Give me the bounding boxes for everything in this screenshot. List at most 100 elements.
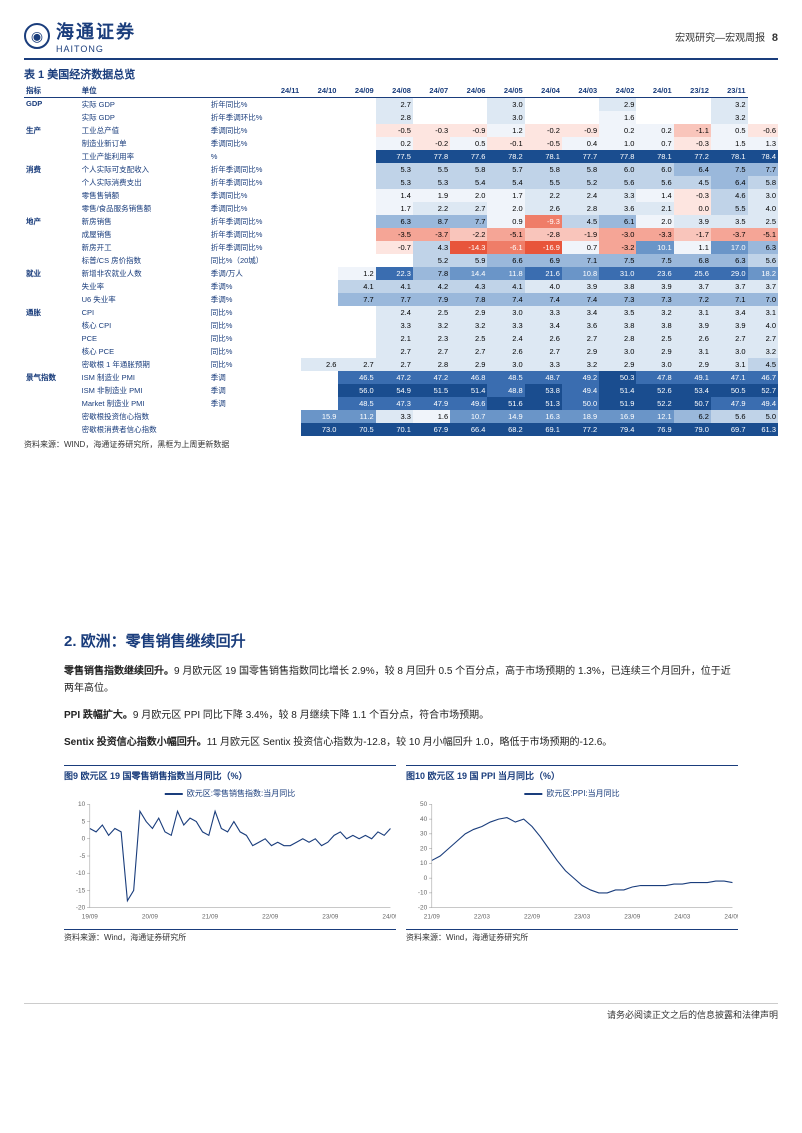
value-cell: 2.6 xyxy=(525,202,562,215)
value-cell xyxy=(338,176,375,189)
value-cell: 46.8 xyxy=(450,371,487,384)
value-cell: 3.2 xyxy=(636,306,673,319)
table-row: 成屋销售折年季调同比%-3.5-3.7-2.2-5.1-2.8-1.9-3.0-… xyxy=(24,228,778,241)
value-cell: 16.3 xyxy=(525,410,562,423)
value-cell: 7.8 xyxy=(450,293,487,306)
value-cell: 6.0 xyxy=(636,163,673,176)
section-europe: 2. 欧洲：零售销售继续回升 零售销售指数继续回升。9 月欧元区 19 国零售销… xyxy=(24,630,778,943)
table-row: PCE同比%2.12.32.52.42.62.72.82.52.62.72.7 xyxy=(24,332,778,345)
value-cell: 2.2 xyxy=(413,202,450,215)
value-cell xyxy=(301,319,338,332)
value-cell: 49.2 xyxy=(562,371,599,384)
svg-text:-20: -20 xyxy=(76,904,86,911)
value-cell: 52.6 xyxy=(636,384,673,397)
value-cell: 4.5 xyxy=(562,215,599,228)
value-cell: 1.1 xyxy=(674,241,711,254)
value-cell: 3.0 xyxy=(487,98,524,112)
value-cell: 5.9 xyxy=(450,254,487,267)
value-cell: 7.8 xyxy=(413,267,450,280)
indicator-cell: 失业率 xyxy=(80,280,209,293)
doc-category: 宏观研究—宏观周报 xyxy=(675,33,765,44)
value-cell: 73.0 xyxy=(301,423,338,436)
value-cell xyxy=(301,189,338,202)
value-cell: 7.7 xyxy=(376,293,413,306)
value-cell: 2.4 xyxy=(376,306,413,319)
value-cell: 47.3 xyxy=(376,397,413,410)
value-cell: 3.9 xyxy=(711,319,748,332)
value-cell: -5.1 xyxy=(748,228,779,241)
value-cell: 7.4 xyxy=(525,293,562,306)
value-cell: 49.4 xyxy=(562,384,599,397)
unit-cell: 折年季调同比% xyxy=(209,241,301,254)
value-cell: 1.2 xyxy=(338,267,375,280)
value-cell: 1.0 xyxy=(599,137,636,150)
value-cell: 16.9 xyxy=(599,410,636,423)
value-cell: 2.0 xyxy=(487,202,524,215)
value-cell: 0.2 xyxy=(599,124,636,137)
indicator-cell: 新房销售 xyxy=(80,215,209,228)
indicator-cell: 个人实际可支配收入 xyxy=(80,163,209,176)
value-cell: 2.9 xyxy=(599,98,636,112)
value-cell: 4.0 xyxy=(748,319,779,332)
svg-text:22/09: 22/09 xyxy=(524,914,541,921)
table-row: 新房开工折年季调同比%-0.74.3-14.3-6.1-16.90.7-3.21… xyxy=(24,241,778,254)
value-cell: 3.6 xyxy=(599,202,636,215)
brand-name-en: HAITONG xyxy=(56,44,136,54)
value-cell: 77.6 xyxy=(450,150,487,163)
col-header: 24/08 xyxy=(376,84,413,98)
unit-cell: 季调 xyxy=(209,384,301,397)
value-cell: 8.7 xyxy=(413,215,450,228)
value-cell: 6.3 xyxy=(376,215,413,228)
value-cell: 4.1 xyxy=(376,280,413,293)
value-cell: 1.6 xyxy=(599,111,636,124)
unit-cell: 季调/万人 xyxy=(209,267,301,280)
value-cell xyxy=(338,306,375,319)
value-cell: 70.1 xyxy=(376,423,413,436)
value-cell: 4.5 xyxy=(674,176,711,189)
unit-cell: 同比%（20城） xyxy=(209,254,301,267)
value-cell: 77.2 xyxy=(674,150,711,163)
table-source: 资料来源：WIND，海通证券研究所，黑框为上周更新数据 xyxy=(24,439,778,450)
value-cell: 5.2 xyxy=(413,254,450,267)
col-header: 24/03 xyxy=(562,84,599,98)
svg-text:24/09: 24/09 xyxy=(724,914,738,921)
indicator-cell: ISM 非制造业 PMI xyxy=(80,384,209,397)
value-cell: 0.0 xyxy=(674,202,711,215)
value-cell: 3.9 xyxy=(674,319,711,332)
table-row: 通胀CPI同比%2.42.52.93.03.33.43.53.23.13.43.… xyxy=(24,306,778,319)
value-cell: -9.3 xyxy=(525,215,562,228)
value-cell: 2.7 xyxy=(748,332,779,345)
value-cell: 7.3 xyxy=(599,293,636,306)
value-cell: -5.1 xyxy=(487,228,524,241)
value-cell: 2.8 xyxy=(413,358,450,371)
value-cell: 29.0 xyxy=(711,267,748,280)
value-cell: 46.7 xyxy=(748,371,779,384)
col-header: 23/12 xyxy=(674,84,711,98)
value-cell: 1.9 xyxy=(413,189,450,202)
table-row: 实际 GDP折年季调环比%2.83.01.63.2 xyxy=(24,111,778,124)
us-economic-data-table: 指标单位24/1124/1024/0924/0824/0724/0624/052… xyxy=(24,84,778,436)
indicator-cell: 工业总产值 xyxy=(80,124,209,137)
value-cell xyxy=(301,293,338,306)
table-row: 核心 CPI同比%3.33.23.23.33.43.63.83.83.93.94… xyxy=(24,319,778,332)
value-cell: 2.5 xyxy=(450,332,487,345)
value-cell: 68.2 xyxy=(487,423,524,436)
indicator-cell: 个人实际消费支出 xyxy=(80,176,209,189)
category-cell: 地产 xyxy=(24,215,80,267)
value-cell xyxy=(338,98,375,112)
value-cell xyxy=(301,150,338,163)
value-cell: 5.4 xyxy=(450,176,487,189)
value-cell: 6.0 xyxy=(599,163,636,176)
indicator-cell: 零售售销额 xyxy=(80,189,209,202)
value-cell xyxy=(301,280,338,293)
value-cell: 47.8 xyxy=(636,371,673,384)
value-cell: 2.8 xyxy=(599,332,636,345)
indicator-cell: U6 失业率 xyxy=(80,293,209,306)
indicator-cell: 工业产能利用率 xyxy=(80,150,209,163)
value-cell: -14.3 xyxy=(450,241,487,254)
value-cell xyxy=(301,384,338,397)
svg-text:24/03: 24/03 xyxy=(674,914,691,921)
value-cell: 51.9 xyxy=(599,397,636,410)
unit-cell: 折年季调同比% xyxy=(209,163,301,176)
section-paragraph: PPI 跌幅扩大。9 月欧元区 PPI 同比下降 3.4%，较 8 月继续下降 … xyxy=(64,707,738,724)
